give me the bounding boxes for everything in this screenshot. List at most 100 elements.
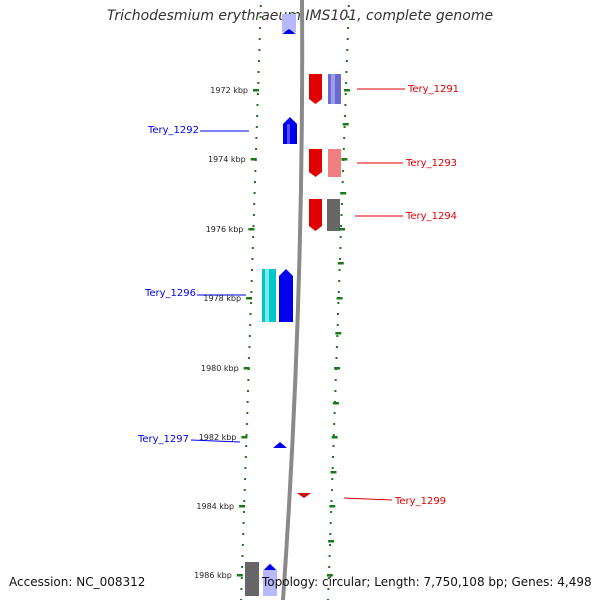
ruler-tick-mark-right	[336, 297, 343, 300]
track-dot	[253, 192, 256, 194]
track-dot	[338, 269, 341, 271]
track-dot	[337, 291, 340, 293]
gene-feature-tery-1297[interactable]	[273, 442, 287, 448]
ruler-tick-mark-right	[331, 436, 338, 439]
track-dot	[344, 104, 347, 106]
genome-backbone	[281, 0, 305, 600]
track-dot	[256, 115, 259, 117]
ruler-tick-mark	[246, 297, 253, 300]
track-dot	[248, 346, 251, 348]
track-dot	[259, 5, 262, 7]
ruler-tick-mark-right	[326, 574, 333, 577]
track-dot	[252, 225, 255, 227]
track-dot	[242, 522, 245, 524]
track-dot	[345, 60, 348, 62]
gene-feature-tery-1291[interactable]	[309, 74, 341, 104]
ruler-tick-mark-right	[343, 89, 350, 92]
track-dot	[346, 49, 349, 51]
track-dot	[253, 203, 256, 205]
track-dot	[247, 390, 249, 392]
track-dot	[251, 269, 253, 271]
track-dot	[329, 533, 332, 535]
ruler-tick-label: 1984 kbp	[196, 502, 234, 511]
track-dot	[328, 555, 331, 557]
track-dot	[337, 302, 340, 304]
track-dot	[329, 522, 332, 524]
track-dot	[254, 170, 257, 172]
accession-text: Accession: NC_008312	[9, 575, 146, 589]
gene-label-tery-1296[interactable]: Tery_1296	[144, 288, 196, 299]
track-dot	[244, 478, 247, 480]
genome-summary-text: Topology: circular; Length: 7,750,108 bp…	[262, 575, 592, 589]
ruler-tick-label: 1974 kbp	[208, 155, 246, 164]
gene-label-tery-1297[interactable]: Tery_1297	[137, 434, 189, 445]
track-dot	[258, 38, 261, 40]
track-dot	[340, 203, 343, 205]
ruler-minor-mark	[337, 262, 344, 265]
ruler-tick-mark	[243, 367, 250, 370]
track-dot	[252, 236, 255, 238]
track-dot	[249, 313, 252, 315]
track-dot	[343, 137, 346, 139]
track-dot	[328, 566, 331, 568]
track-dot	[255, 137, 258, 139]
track-dot	[256, 93, 259, 95]
ruler-tick-label: 1976 kbp	[206, 225, 244, 234]
gene-feature-bottom[interactable]	[245, 562, 277, 596]
ruler-tick-label: 1978 kbp	[203, 294, 241, 303]
gene-feature-top-partial[interactable]	[282, 14, 296, 34]
track-dot	[254, 181, 256, 183]
track-dot	[244, 456, 247, 458]
gene-label-tery-1293[interactable]: Tery_1293	[405, 158, 457, 169]
ruler-tick-mark-right	[341, 158, 348, 161]
gene-feature-tery-1293[interactable]	[309, 149, 341, 177]
gene-label-leader	[343, 497, 393, 501]
track-dot	[331, 467, 334, 469]
track-dot	[334, 390, 337, 392]
ring-track-dots	[240, 5, 350, 600]
track-dot	[240, 577, 243, 579]
track-dot	[246, 412, 249, 414]
gene-feature-tery-1299[interactable]	[297, 493, 311, 498]
track-dot	[241, 555, 244, 557]
ruler-tick-mark	[248, 228, 255, 231]
track-dot	[332, 445, 335, 447]
track-dot	[342, 148, 345, 150]
track-dot	[242, 533, 245, 535]
track-dot	[245, 423, 248, 425]
track-dot	[339, 258, 341, 260]
gene-feature-tery-1292[interactable]	[283, 117, 297, 144]
track-dot	[250, 280, 253, 282]
gene-label-tery-1299[interactable]: Tery_1299	[394, 496, 446, 507]
ruler-tick-mark	[239, 505, 246, 508]
ruler-tick-label: 1982 kbp	[199, 433, 237, 442]
gene-label-tery-1291[interactable]: Tery_1291	[407, 84, 459, 95]
track-dot	[330, 500, 333, 502]
track-dot	[347, 27, 350, 29]
track-dot	[243, 500, 246, 502]
track-dot	[345, 71, 348, 73]
gene-label-tery-1294[interactable]: Tery_1294	[405, 211, 457, 222]
ruler-tick-mark-right	[329, 505, 336, 508]
track-dot	[246, 401, 249, 403]
track-dot	[241, 566, 244, 568]
track-dot	[257, 71, 260, 73]
track-dot	[344, 115, 346, 117]
gene-feature-tery-1296[interactable]	[262, 269, 293, 322]
track-dot	[332, 456, 334, 458]
track-dot	[256, 104, 259, 106]
gene-feature-tery-1294[interactable]	[309, 199, 340, 231]
track-dot	[248, 335, 251, 337]
gene-label-tery-1292[interactable]: Tery_1292	[147, 125, 199, 136]
track-dot	[336, 324, 339, 326]
track-dot	[249, 324, 252, 326]
gene-label-leader	[190, 439, 241, 443]
ruler-minor-mark	[332, 402, 339, 405]
track-dot	[259, 27, 262, 29]
track-dot	[243, 511, 245, 513]
track-dot	[258, 49, 261, 51]
track-dot	[340, 214, 343, 216]
track-dot	[329, 544, 331, 546]
track-dot	[258, 60, 260, 62]
track-dot	[331, 478, 334, 480]
